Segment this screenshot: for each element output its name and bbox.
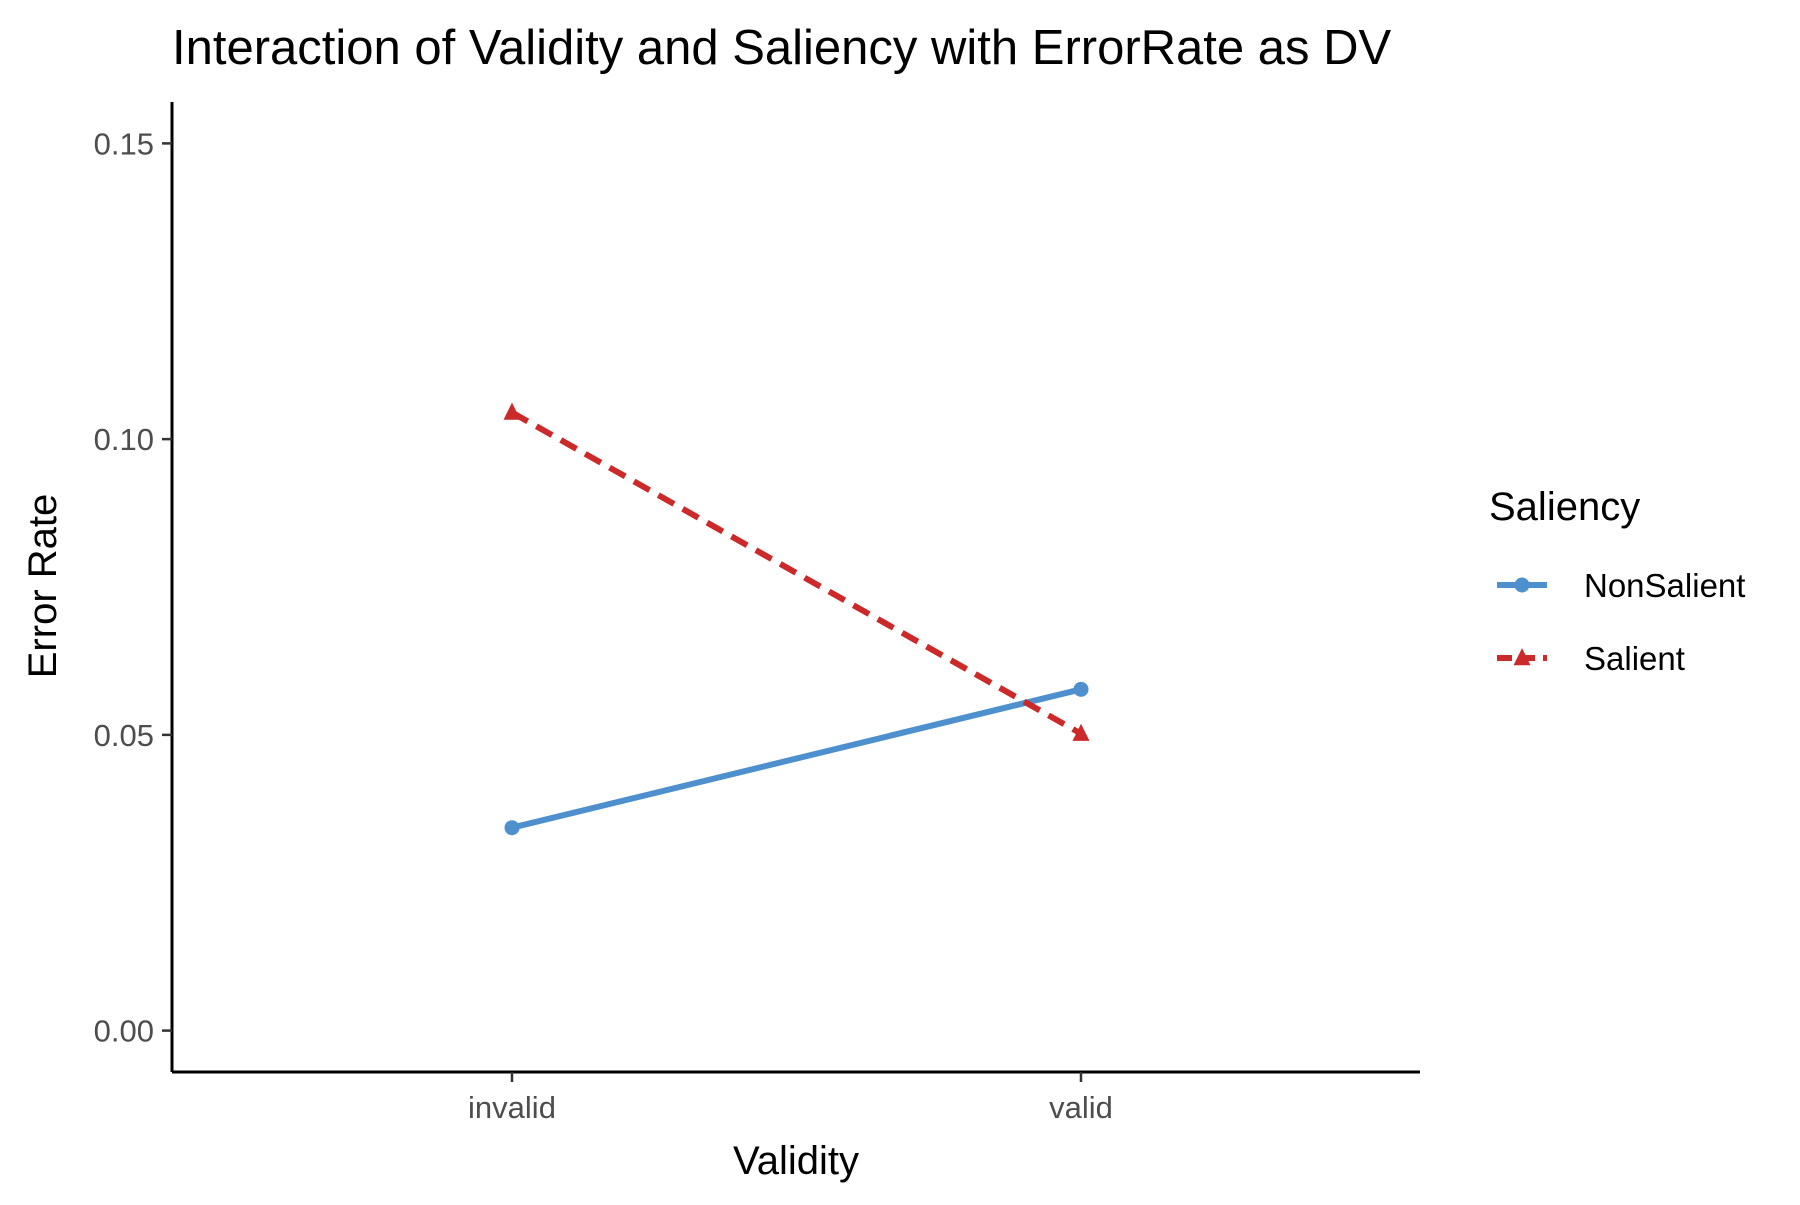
legend-key-marker-nonsalient <box>1514 577 1530 593</box>
x-tick-label: valid <box>1049 1090 1113 1125</box>
x-axis-title: Validity <box>733 1139 859 1183</box>
y-tick-label: 0.00 <box>94 1014 154 1049</box>
y-tick-label: 0.05 <box>94 718 154 753</box>
legend-title: Saliency <box>1489 485 1640 529</box>
y-tick-label: 0.15 <box>94 126 154 161</box>
legend: Saliency NonSalient Salient <box>1489 485 1745 677</box>
chart-title: Interaction of Validity and Saliency wit… <box>172 21 1392 75</box>
data-point-salient <box>503 402 521 420</box>
series-line-nonsalient <box>511 686 1082 831</box>
data-point-nonsalient <box>504 820 520 836</box>
legend-label-nonsalient: NonSalient <box>1584 567 1745 604</box>
legend-label-salient: Salient <box>1584 640 1685 677</box>
y-tick-label: 0.10 <box>94 422 154 457</box>
plot-area: 0.00 0.05 0.10 0.15 invalid valid <box>94 102 1420 1125</box>
series-line-salient <box>510 409 1083 737</box>
x-tick-label: invalid <box>468 1090 556 1125</box>
legend-key-marker-salient <box>1513 648 1531 666</box>
y-axis-title: Error Rate <box>21 494 65 679</box>
data-point-nonsalient <box>1073 681 1089 697</box>
data-point-salient <box>1072 723 1090 741</box>
